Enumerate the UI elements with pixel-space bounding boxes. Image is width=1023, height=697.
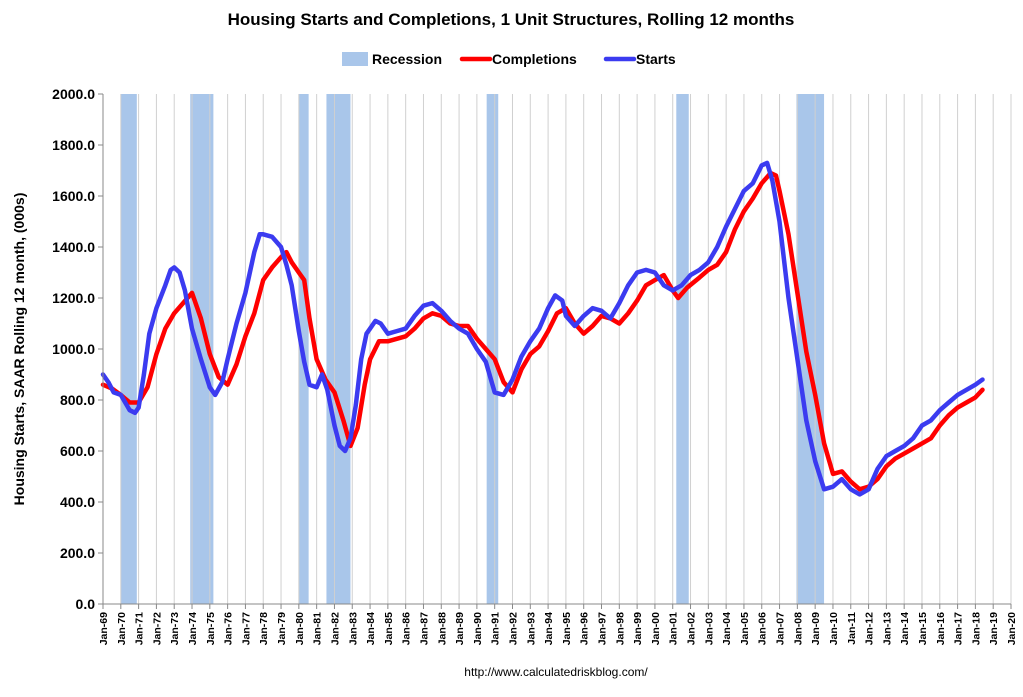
x-tick-label-Jan-19: Jan-19 [988,612,1000,645]
x-tick-label-Jan-72: Jan-72 [151,612,163,645]
series-line-completions [100,170,985,492]
x-tick-label-Jan-91: Jan-91 [490,612,502,645]
recession-band-0 [120,94,137,604]
recession-band-3 [326,94,351,604]
y-tick-label-7: 1400.0 [52,239,95,255]
source-url: http://www.calculatedriskblog.com/ [464,665,648,679]
x-tick-label-Jan-82: Jan-82 [329,612,341,645]
x-tick-label-Jan-89: Jan-89 [454,612,466,645]
legend-label-recession: Recession [372,51,442,67]
y-axis-ticks: 0.0 200.0 400.0 600.0 800.0 1000.0 1200.0 1400.… [52,86,103,612]
x-tick-label-Jan-73: Jan-73 [169,612,181,645]
legend-label-starts: Starts [636,51,676,67]
chart-title: Housing Starts and Completions, 1 Unit S… [228,10,795,29]
x-tick-label-Jan-70: Jan-70 [116,612,128,645]
x-tick-label-Jan-06: Jan-06 [757,612,769,645]
y-tick-label-4: 800.0 [60,392,95,408]
y-tick-label-0: 0.0 [76,596,96,612]
x-tick-label-Jan-18: Jan-18 [970,612,982,645]
chart-legend: Recession Completions Starts [342,51,676,67]
x-tick-label-Jan-78: Jan-78 [258,612,270,645]
recession-band-5 [676,94,689,604]
x-tick-label-Jan-71: Jan-71 [134,612,146,645]
x-tick-label-Jan-02: Jan-02 [686,612,698,645]
plot-area-background [103,94,1011,604]
x-tick-label-Jan-13: Jan-13 [881,612,893,645]
x-tick-label-Jan-07: Jan-07 [775,612,787,645]
x-tick-label-Jan-11: Jan-11 [846,612,858,645]
x-tick-label-Jan-97: Jan-97 [597,612,609,645]
y-axis-label: Housing Starts, SAAR Rolling 12 month, (… [11,193,27,506]
x-tick-label-Jan-14: Jan-14 [899,612,911,645]
x-tick-label-Jan-92: Jan-92 [507,612,519,645]
x-tick-label-Jan-95: Jan-95 [561,612,573,645]
x-tick-label-Jan-08: Jan-08 [792,612,804,645]
recession-band-6 [796,94,825,604]
series-layer [100,160,985,497]
x-tick-label-Jan-16: Jan-16 [935,612,947,645]
x-tick-label-Jan-94: Jan-94 [543,612,555,645]
y-tick-label-6: 1200.0 [52,290,95,306]
x-tick-label-Jan-15: Jan-15 [917,612,929,645]
recession-band-1 [190,94,214,604]
x-tick-label-Jan-75: Jan-75 [205,612,217,645]
x-tick-label-Jan-93: Jan-93 [525,612,537,645]
x-tick-label-Jan-84: Jan-84 [365,612,377,645]
x-tick-label-Jan-85: Jan-85 [383,612,395,645]
x-tick-label-Jan-10: Jan-10 [828,612,840,645]
x-tick-label-Jan-77: Jan-77 [240,612,252,645]
x-tick-label-Jan-74: Jan-74 [187,612,199,645]
x-tick-label-Jan-90: Jan-90 [472,612,484,645]
legend-label-completions: Completions [492,51,577,67]
x-tick-label-Jan-81: Jan-81 [312,612,324,645]
x-tick-label-Jan-86: Jan-86 [401,612,413,645]
y-tick-label-5: 1000.0 [52,341,95,357]
x-tick-label-Jan-17: Jan-17 [953,612,965,645]
y-tick-label-1: 200.0 [60,545,95,561]
x-tick-label-Jan-76: Jan-76 [223,612,235,645]
x-tick-label-Jan-12: Jan-12 [864,612,876,645]
y-tick-label-3: 600.0 [60,443,95,459]
x-tick-label-Jan-83: Jan-83 [347,612,359,645]
vertical-gridlines [120,94,1012,604]
x-tick-label-Jan-05: Jan-05 [739,612,751,645]
x-tick-label-Jan-96: Jan-96 [579,612,591,645]
y-tick-label-8: 1600.0 [52,188,95,204]
x-tick-label-Jan-69: Jan-69 [98,612,110,645]
recession-band-4 [486,94,499,604]
x-tick-label-Jan-20: Jan-20 [1006,612,1018,645]
x-tick-label-Jan-09: Jan-09 [810,612,822,645]
x-tick-label-Jan-01: Jan-01 [668,612,680,645]
x-tick-label-Jan-80: Jan-80 [294,612,306,645]
y-tick-label-10: 2000.0 [52,86,95,102]
x-tick-label-Jan-88: Jan-88 [436,612,448,645]
x-tick-label-Jan-79: Jan-79 [276,612,288,645]
x-tick-label-Jan-99: Jan-99 [632,612,644,645]
y-tick-label-9: 1800.0 [52,137,95,153]
x-axis-ticks: Jan-69 Jan-70 Jan-71 Jan-72 Jan-73 Jan-74 Jan-… [98,604,1018,645]
legend-swatch-recession [342,52,368,66]
x-tick-label-Jan-00: Jan-00 [650,612,662,645]
x-tick-label-Jan-98: Jan-98 [614,612,626,645]
x-tick-label-Jan-04: Jan-04 [721,612,733,645]
x-tick-label-Jan-87: Jan-87 [418,612,430,645]
y-tick-label-2: 400.0 [60,494,95,510]
series-line-starts [100,160,985,497]
x-tick-label-Jan-03: Jan-03 [703,612,715,645]
